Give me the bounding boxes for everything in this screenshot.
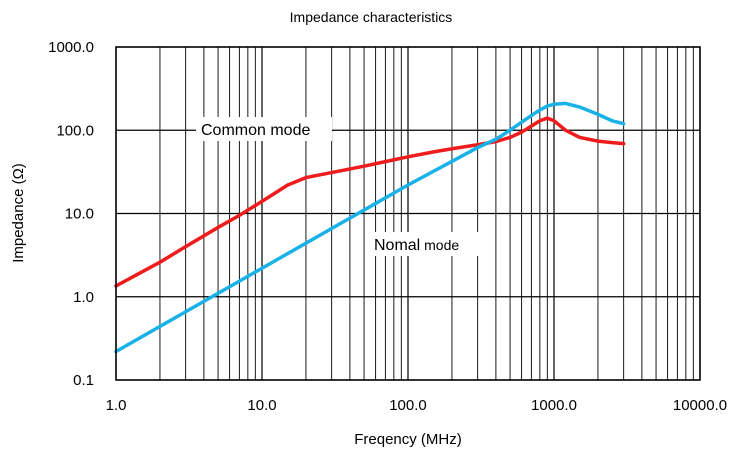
annotation-normal-mode-text: Nomal mode [374, 237, 459, 254]
plot-frame [115, 46, 701, 381]
y-tick-label: 0.1 [73, 372, 94, 389]
series-layer [114, 101, 626, 354]
x-tick-labels: 1.0 10.0 100.0 1000.0 10000.0 [106, 397, 728, 414]
x-axis-label: Freqency (MHz) [354, 431, 462, 448]
annotation-common-mode-text: Common mode [201, 122, 310, 139]
y-axis-label: Impedance (Ω) [10, 163, 27, 263]
y-tick-label: 10.0 [65, 206, 94, 223]
y-tick-label: 1.0 [73, 289, 94, 306]
x-tick-label: 10000.0 [673, 397, 727, 414]
x-tick-label: 100.0 [389, 397, 427, 414]
annotation-common-mode: Common mode [196, 117, 332, 141]
y-tick-label: 1000.0 [48, 39, 94, 56]
x-tick-label: 1000.0 [531, 397, 577, 414]
annotation-normal-mode-bg [370, 232, 480, 256]
series-line-normal-mode [114, 101, 626, 354]
annotation-common-mode-bg [196, 117, 332, 141]
grid [116, 47, 700, 380]
chart-title: Impedance characteristics [290, 9, 453, 25]
y-tick-label: 100.0 [56, 122, 94, 139]
y-tick-labels: 0.1 1.0 10.0 100.0 1000.0 [48, 39, 94, 389]
x-tick-label: 10.0 [247, 397, 276, 414]
x-tick-label: 1.0 [106, 397, 127, 414]
annotation-normal-mode: Nomal mode [370, 232, 480, 256]
series-line-common-mode [114, 116, 626, 288]
